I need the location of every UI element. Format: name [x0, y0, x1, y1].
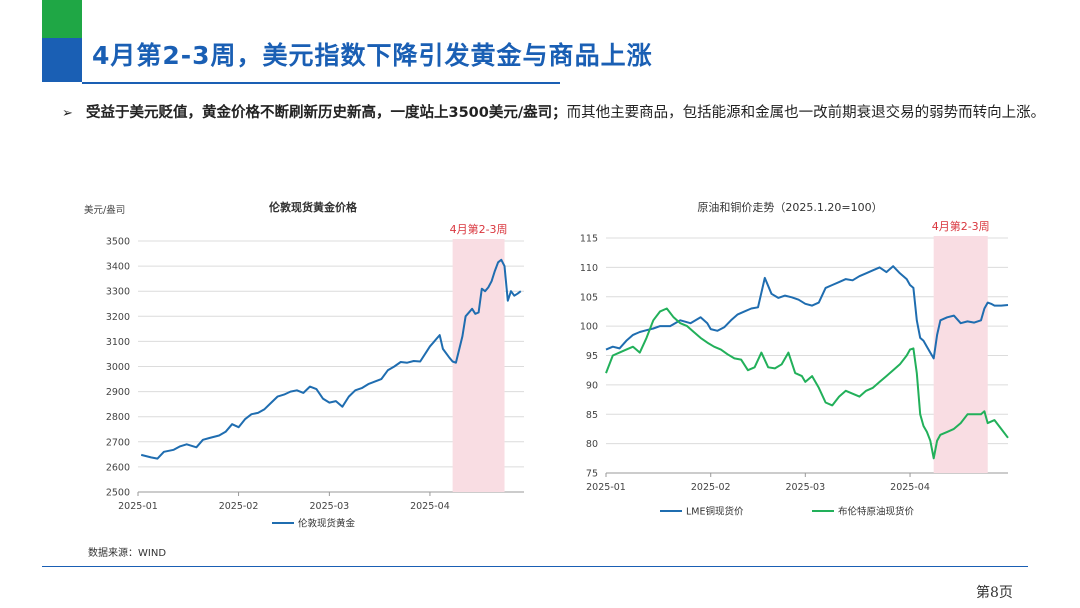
y-tick-label: 2900	[106, 387, 130, 398]
y-tick-label: 3400	[106, 262, 130, 273]
y-tick-label: 100	[580, 322, 598, 333]
bullet-regular-text: 而其他主要商品，包括能源和金属也一改前期衰退交易的弱势而转向上涨。	[566, 105, 1046, 121]
header-accent-green	[42, 0, 82, 38]
bullet-paragraph: ➢ 受益于美元贬值，黄金价格不断刷新历史新高，一度站上3500美元/盎司；而其他…	[62, 100, 1052, 127]
x-tick-label: 2025-02	[219, 501, 259, 512]
oil-copper-chart: 75 80 85 90 95 100 105 110 115 2025-01 2025-02 2025…	[580, 200, 1009, 518]
x-tick-label: 2025-01	[586, 482, 626, 493]
x-tick-label: 2025-04	[890, 482, 930, 493]
x-tick-label: 2025-03	[310, 501, 350, 512]
series-line	[605, 265, 1009, 360]
bullet-text: 受益于美元贬值，黄金价格不断刷新历史新高，一度站上3500美元/盎司；而其他主要…	[86, 100, 1052, 127]
y-tick-label: 90	[586, 380, 598, 391]
series-line	[140, 258, 522, 460]
highlight-label: 4月第2-3周	[932, 219, 990, 233]
y-tick-label: 3500	[106, 237, 130, 248]
x-tick-label: 2025-03	[785, 482, 825, 493]
page-number: 第8页	[976, 585, 1013, 601]
bullet-bold-text: 受益于美元贬值，黄金价格不断刷新历史新高，一度站上3500美元/盎司；	[86, 105, 567, 121]
gold-price-chart: 2500 2600 2700 2800 2900 3000 3100 3200 3300 3400…	[84, 200, 524, 530]
legend-label: 伦敦现货黄金	[298, 518, 356, 530]
y-tick-label: 3100	[106, 337, 130, 348]
y-tick-label: 2600	[106, 462, 130, 473]
y-tick-label: 3000	[106, 362, 130, 373]
highlight-label: 4月第2-3周	[450, 222, 508, 236]
y-axis-unit: 美元/盎司	[84, 204, 125, 216]
y-tick-label: 115	[580, 234, 598, 245]
y-tick-label: 75	[586, 469, 598, 480]
header-accent-blue	[42, 38, 82, 82]
series-line	[605, 307, 1009, 460]
y-tick-label: 85	[586, 410, 598, 421]
x-tick-label: 2025-01	[118, 501, 158, 512]
x-tick-label: 2025-02	[691, 482, 731, 493]
highlight-band	[452, 239, 505, 492]
data-source: 数据来源：WIND	[88, 548, 167, 559]
y-tick-label: 2700	[106, 437, 130, 448]
legend-label: 布伦特原油现货价	[838, 506, 915, 518]
y-tick-label: 3300	[106, 287, 130, 298]
title-underline	[82, 82, 560, 84]
x-tick-label: 2025-04	[410, 501, 450, 512]
highlight-band	[933, 236, 988, 473]
y-tick-label: 2500	[106, 488, 130, 499]
footer-rule	[42, 566, 1028, 567]
chart-title: 伦敦现货黄金价格	[269, 200, 358, 214]
y-tick-label: 80	[586, 439, 598, 450]
y-tick-label: 3200	[106, 312, 130, 323]
legend-label: LME铜现货价	[686, 506, 744, 518]
bullet-arrow-icon: ➢	[62, 106, 73, 121]
y-tick-label: 2800	[106, 412, 130, 423]
y-tick-label: 110	[580, 263, 598, 274]
y-tick-label: 95	[586, 351, 598, 362]
chart-title: 原油和铜价走势（2025.1.20=100）	[697, 200, 882, 214]
slide-title: 4月第2-3周，美元指数下降引发黄金与商品上涨	[92, 41, 653, 70]
y-tick-label: 105	[580, 292, 598, 303]
